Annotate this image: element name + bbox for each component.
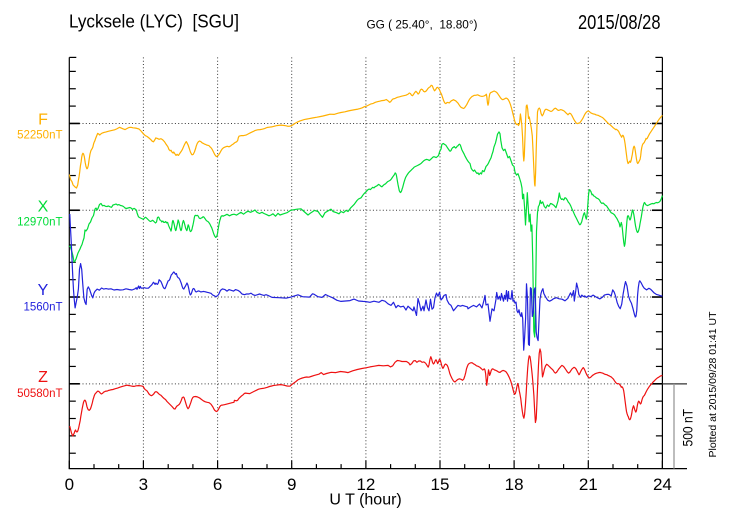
svg-text:18: 18 [505,475,524,494]
svg-text:Plotted at 2015/09/28 01:41 UT: Plotted at 2015/09/28 01:41 UT [708,311,719,458]
svg-text:F: F [38,112,48,129]
svg-text:3: 3 [139,475,148,494]
svg-text:Z: Z [38,369,48,386]
svg-text:Y: Y [38,282,49,299]
svg-text:9: 9 [287,475,296,494]
svg-text:15: 15 [431,475,450,494]
svg-text:12: 12 [356,475,375,494]
svg-text:12970nT: 12970nT [17,217,62,229]
svg-text:1560nT: 1560nT [23,301,62,313]
svg-text:21: 21 [579,475,598,494]
svg-text:24: 24 [653,475,672,494]
svg-text:6: 6 [213,475,222,494]
svg-text:Lycksele (LYC) [SGU]: Lycksele (LYC) [SGU] [69,12,239,32]
svg-text:U T (hour): U T (hour) [329,492,401,509]
svg-text:52250nT: 52250nT [17,130,62,142]
svg-text:0: 0 [65,475,74,494]
svg-text:2015/08/28: 2015/08/28 [578,11,661,34]
svg-text:X: X [38,198,49,215]
svg-text:50580nT: 50580nT [17,388,62,400]
svg-text:500 nT: 500 nT [680,409,696,447]
svg-text:GG ( 25.40°, 18.80°): GG ( 25.40°, 18.80°) [367,18,478,32]
